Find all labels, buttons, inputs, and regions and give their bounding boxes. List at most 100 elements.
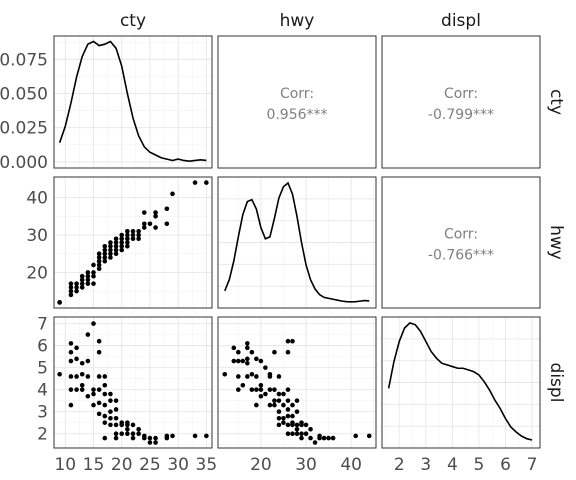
scatter-point-displ-cty (108, 422, 113, 428)
scatter-point-displ-cty (91, 391, 96, 397)
scatter-point-displ-hwy (290, 402, 295, 408)
panel-displ-hwy (217, 316, 377, 449)
scatter-point-displ-hwy (245, 345, 250, 351)
scatter-point-hwy-cty (91, 273, 96, 279)
y-tick-label-displ: 4 (37, 381, 48, 401)
strip-label-row-cty: cty (546, 89, 566, 115)
scatter-point-displ-hwy (294, 422, 300, 428)
scatter-point-displ-hwy (276, 374, 282, 379)
scatter-point-displ-hwy (281, 391, 286, 397)
corr-label-cty-hwy: Corr: (280, 86, 314, 102)
panel-cty-displ (381, 35, 541, 169)
scatter-point-displ-hwy (267, 402, 273, 408)
scatter-point-displ-hwy (330, 435, 336, 441)
scatter-point-displ-hwy (303, 431, 309, 436)
x-tick-label-hwy: 40 (340, 455, 362, 475)
scatter-point-displ-hwy (258, 358, 264, 364)
scatter-point-displ-hwy (254, 356, 259, 362)
scatter-point-displ-hwy (353, 433, 358, 439)
scatter-point-hwy-cty (153, 210, 158, 215)
x-tick-label-displ: 5 (474, 455, 485, 475)
scatter-point-displ-hwy (366, 433, 372, 439)
scatter-point-displ-hwy (222, 371, 228, 377)
scatter-point-displ-cty (125, 426, 130, 432)
x-tick-label-displ: 2 (394, 455, 405, 475)
scatter-point-displ-cty (85, 358, 91, 364)
scatter-point-displ-cty (102, 413, 108, 419)
scatter-point-hwy-cty (130, 228, 136, 234)
scatter-point-displ-cty (85, 374, 91, 379)
scatter-point-displ-hwy (276, 422, 282, 428)
scatter-point-displ-hwy (272, 402, 277, 408)
scatter-point-hwy-cty (68, 281, 74, 286)
scatter-point-displ-hwy (285, 431, 291, 436)
y-tick-label-density: 0.050 (0, 84, 48, 104)
panel-hwy-cty (53, 176, 213, 309)
scatter-point-hwy-cty (85, 273, 91, 279)
scatter-point-displ-cty (96, 374, 102, 379)
scatter-point-displ-hwy (285, 398, 291, 403)
x-tick-label-cty: 10 (54, 455, 76, 475)
scatter-point-hwy-cty (119, 240, 125, 245)
scatter-point-hwy-cty (113, 243, 119, 249)
scatter-point-displ-cty (91, 402, 96, 408)
scatter-point-displ-cty (147, 435, 153, 441)
x-tick-label-cty: 30 (167, 455, 189, 475)
scatter-point-displ-cty (102, 382, 108, 388)
scatter-point-displ-cty (102, 391, 108, 397)
scatter-point-hwy-cty (74, 285, 79, 290)
scatter-point-displ-hwy (281, 415, 286, 421)
scatter-point-hwy-cty (164, 221, 170, 227)
scatter-point-displ-hwy (294, 426, 300, 432)
scatter-point-displ-cty (85, 332, 91, 337)
scatter-point-displ-hwy (321, 435, 327, 441)
scatter-point-displ-cty (102, 435, 108, 441)
scatter-point-displ-hwy (231, 345, 237, 351)
scatter-point-displ-cty (91, 387, 96, 392)
y-tick-label-displ: 5 (37, 359, 48, 379)
y-tick-label-density: 0.000 (0, 153, 48, 173)
y-tick-label-hwy: 20 (26, 263, 48, 283)
corr-value-cty-displ: -0.799*** (428, 107, 494, 123)
scatter-point-displ-hwy (245, 356, 250, 362)
scatter-point-displ-hwy (285, 387, 291, 392)
scatter-point-displ-hwy (290, 431, 295, 436)
scatter-point-displ-cty (79, 371, 85, 377)
scatter-point-hwy-cty (102, 255, 108, 260)
scatter-point-hwy-cty (153, 214, 158, 219)
scatter-point-displ-hwy (294, 398, 300, 403)
scatter-point-displ-hwy (294, 431, 300, 436)
scatter-point-displ-hwy (290, 338, 295, 344)
scatter-point-displ-cty (102, 402, 108, 408)
corr-label-cty-displ: Corr: (444, 86, 478, 102)
scatter-point-displ-hwy (294, 409, 300, 414)
scatter-point-hwy-cty (57, 300, 62, 305)
scatter-point-displ-hwy (249, 349, 255, 355)
scatter-point-displ-cty (113, 435, 119, 441)
scatter-point-hwy-cty (136, 228, 141, 234)
y-tick-label-density: 0.025 (0, 119, 48, 139)
scatter-point-displ-cty (96, 411, 102, 417)
scatter-point-displ-hwy (276, 409, 282, 414)
scatter-point-displ-cty (68, 341, 74, 346)
scatter-point-hwy-cty (125, 243, 130, 249)
scatter-point-hwy-cty (102, 247, 108, 253)
scatter-point-displ-cty (74, 374, 79, 379)
scatter-point-displ-hwy (276, 391, 282, 397)
scatter-point-displ-hwy (240, 358, 246, 364)
x-tick-label-displ: 3 (420, 455, 431, 475)
scatter-point-hwy-cty (141, 225, 147, 230)
scatter-point-displ-hwy (303, 422, 309, 428)
strip-label-col-displ: displ (441, 11, 481, 31)
scatter-point-hwy-cty (136, 236, 141, 242)
scatter-point-displ-cty (108, 398, 113, 403)
scatter-point-displ-cty (113, 407, 119, 412)
scatter-point-displ-cty (96, 387, 102, 392)
corr-value-cty-hwy: 0.956*** (266, 107, 327, 123)
scatter-point-hwy-cty (79, 285, 85, 290)
scatter-point-displ-cty (85, 393, 91, 399)
scatter-point-hwy-cty (85, 270, 91, 275)
scatter-point-displ-cty (164, 435, 170, 441)
scatter-point-displ-cty (136, 426, 141, 432)
